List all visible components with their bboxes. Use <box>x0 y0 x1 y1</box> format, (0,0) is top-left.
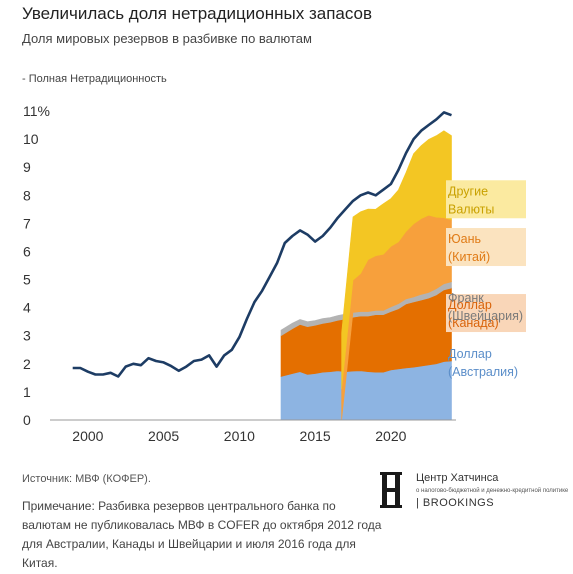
y-tick-label: 8 <box>23 187 31 203</box>
total-line <box>72 111 452 378</box>
y-tick-label: 10 <box>23 131 39 147</box>
y-tick-label: 11% <box>23 103 50 119</box>
series-label-bg <box>446 294 526 333</box>
series-label-line: (Канада) <box>448 316 499 330</box>
series-label-cad: Доллар (Канада) <box>446 294 526 333</box>
series-label-line: (Китай) <box>448 250 490 264</box>
series-label-bg <box>446 180 526 219</box>
series-label-line: Юань <box>448 232 481 246</box>
series-label-aud: Доллар (Австралия) <box>448 347 518 379</box>
x-tick-label: 2005 <box>148 428 179 444</box>
total-line-group <box>72 111 452 378</box>
area-chf <box>280 281 452 337</box>
y-tick-label: 9 <box>23 159 31 175</box>
methodology-note: Примечание: Разбивка резервов центрально… <box>22 499 382 570</box>
series-label-other: Другие Валюты <box>446 180 526 219</box>
series-label-line: Доллар <box>448 347 492 361</box>
y-tick-label: 7 <box>23 215 31 231</box>
total-legend-label: - Полная Нетрадиционность <box>22 73 167 85</box>
series-label-line: Валюты <box>448 202 494 216</box>
series-label-bg <box>446 228 526 267</box>
hutchins-h-icon <box>380 472 402 508</box>
y-tick-label: 3 <box>23 328 31 344</box>
x-tick-label: 2000 <box>72 428 103 444</box>
logo-organization: | BROOKINGS <box>416 497 495 509</box>
chart-area: 0 1 2 3 4 5 6 7 8 9 10 11% 2000 2005 2010 2015 2020 Дол… <box>23 103 526 444</box>
y-tick-label: 5 <box>23 272 31 288</box>
series-label-line: (Австралия) <box>448 365 518 379</box>
series-label-line: Франк <box>448 291 484 305</box>
series-label-cny: Юань (Китай) <box>446 228 526 267</box>
series-label-line: Доллар <box>448 298 492 312</box>
y-axis-labels: 0 1 2 3 4 5 6 7 8 9 10 11% <box>23 103 50 428</box>
source-note: Источник: МВФ (КОФЕР). <box>22 473 151 485</box>
series-label-chf: Франк (Швейцария) <box>448 291 523 323</box>
logo-tagline: о налогово-бюджетной и денежно-кредитной… <box>416 488 569 494</box>
area-other <box>341 130 452 390</box>
x-tick-label: 2010 <box>224 428 255 444</box>
series-label-line: (Швейцария) <box>448 309 523 323</box>
y-tick-label: 1 <box>23 384 31 400</box>
x-axis-labels: 2000 2005 2010 2015 2020 <box>72 428 406 444</box>
chart-title: Увеличилась доля нетрадиционных запасов <box>22 4 373 23</box>
y-tick-label: 2 <box>23 356 31 372</box>
x-tick-label: 2020 <box>375 428 406 444</box>
x-tick-label: 2015 <box>300 428 331 444</box>
chart-subtitle: Доля мировых резервов в разбивке по валю… <box>22 31 312 46</box>
y-tick-label: 4 <box>23 300 31 316</box>
y-tick-label: 0 <box>23 412 31 428</box>
series-labels: Доллар (Австралия) Доллар (Канада) Франк (Шве… <box>446 180 526 379</box>
hutchins-brookings-logo: Центр Хатчинса о налогово-бюджетной и де… <box>378 470 568 514</box>
y-tick-label: 6 <box>23 243 31 259</box>
stacked-areas <box>280 130 452 421</box>
logo-center-name: Центр Хатчинса <box>416 472 499 484</box>
series-label-line: Другие <box>448 184 488 198</box>
